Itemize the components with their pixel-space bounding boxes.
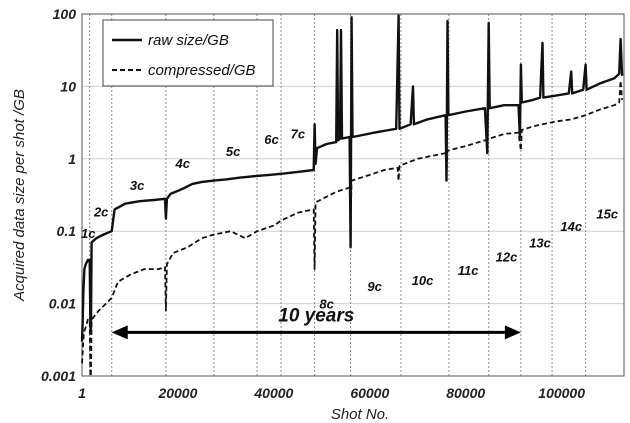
- y-tick-label: 10: [60, 78, 76, 94]
- cycle-label-9c: 9c: [367, 279, 382, 294]
- plot-frame: [81, 13, 625, 377]
- cycle-label-14c: 14c: [560, 219, 582, 234]
- compressed-size-line: [81, 79, 623, 377]
- cycle-label-8c: 8c: [319, 297, 334, 312]
- cycle-label-6c: 6c: [264, 132, 279, 147]
- y-axis-label: Acquired data size per shot /GB: [11, 89, 28, 302]
- x-tick-label: 20000: [157, 385, 197, 401]
- ten-years-arrow-head-right: [504, 325, 521, 340]
- plot-border: [81, 13, 625, 377]
- x-tick-label: 40000: [253, 385, 293, 401]
- legend: raw size/GB compressed/GB: [102, 19, 274, 87]
- y-tick-label: 100: [53, 6, 77, 22]
- cycle-label-12c: 12c: [496, 250, 518, 265]
- ten-years-annotation: 10 years: [111, 305, 521, 340]
- raw-size-line: [80, 14, 624, 342]
- y-tick-label: 0.1: [57, 223, 77, 239]
- cycle-label-7c: 7c: [291, 127, 306, 142]
- cycle-label-15c: 15c: [596, 206, 618, 221]
- y-tick-label: 0.01: [49, 296, 76, 312]
- ten-years-label: 10 years: [278, 305, 354, 326]
- cycle-label-11c: 11c: [458, 263, 479, 278]
- x-tick-label: 1: [78, 385, 86, 401]
- cycle-label-3c: 3c: [130, 178, 145, 193]
- cycle-label-10c: 10c: [412, 273, 434, 288]
- legend-raw-label: raw size/GB: [148, 32, 229, 49]
- legend-box: [102, 19, 274, 87]
- x-tick-label: 100000: [538, 385, 585, 401]
- cycle-labels: 1c 2c 3c 4c 5c 6c 7c 8c 9c 10c 11c 12c 13c 14c 15c: [81, 127, 619, 312]
- cycle-label-13c: 13c: [529, 235, 551, 250]
- cycle-label-1c: 1c: [81, 226, 96, 241]
- legend-compressed-label: compressed/GB: [148, 62, 256, 79]
- x-axis-label: Shot No.: [331, 406, 389, 423]
- tick-labels: 0.001 0.01 0.1 1 10 100 1 20000 40000 60000 80000 1…: [41, 6, 585, 401]
- cycle-label-2c: 2c: [93, 204, 109, 219]
- series-layer: [80, 14, 624, 377]
- y-tick-label: 0.001: [41, 368, 76, 384]
- x-tick-label: 60000: [350, 385, 389, 401]
- y-tick-label: 1: [68, 151, 76, 167]
- cycle-label-4c: 4c: [174, 156, 190, 171]
- ten-years-arrow-head-left: [111, 325, 128, 340]
- cycle-label-5c: 5c: [226, 144, 241, 159]
- x-tick-label: 80000: [446, 385, 485, 401]
